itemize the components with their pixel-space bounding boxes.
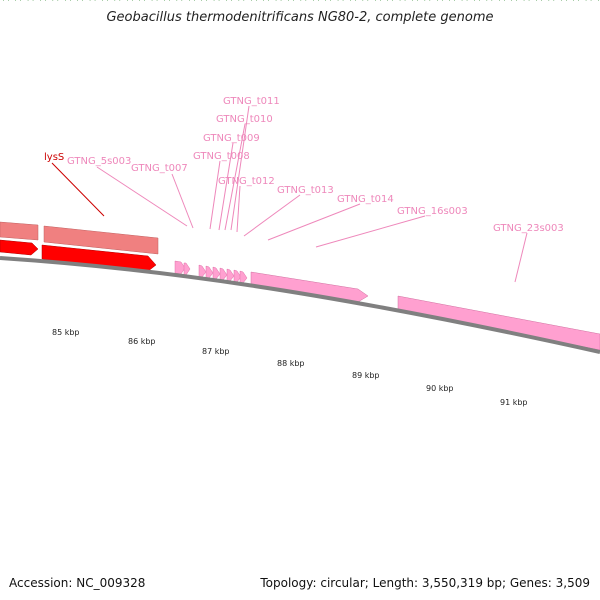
map-title: Geobacillus thermodenitrificans NG80-2, … (106, 10, 494, 25)
feature-label-gtng-t013[interactable]: GTNG_t013 (277, 185, 334, 196)
tick-label: 85 kbp (52, 328, 80, 337)
accession-text: Accession: NC_009328 (9, 576, 146, 590)
feature-label-gtng-t009[interactable]: GTNG_t009 (203, 133, 260, 144)
feature-salmon-lyss[interactable] (43, 225, 159, 255)
feature-trna-group[interactable] (174, 260, 248, 284)
feature-pink-23s[interactable] (397, 295, 600, 351)
feature-label-lyss[interactable]: lysS (44, 152, 64, 163)
feature-label-gtng-5s003[interactable]: GTNG_5s003 (67, 156, 131, 167)
tick-label: 91 kbp (500, 398, 528, 407)
genome-summary-text: Topology: circular; Length: 3,550,319 bp… (260, 576, 590, 590)
feature-label-gtng-t008[interactable]: GTNG_t008 (193, 151, 250, 162)
feature-label-gtng-t010[interactable]: GTNG_t010 (216, 114, 273, 125)
tick-label: 87 kbp (202, 347, 230, 356)
leader-lines (51, 105, 528, 283)
genome-backbone (0, 256, 600, 354)
tick-label: 90 kbp (426, 384, 454, 393)
tick-label: 88 kbp (277, 359, 305, 368)
feature-label-gtng-t007[interactable]: GTNG_t007 (131, 163, 188, 174)
feature-label-gtng-t012[interactable]: GTNG_t012 (218, 176, 275, 187)
feature-label-gtng-16s003[interactable]: GTNG_16s003 (397, 206, 468, 217)
feature-salmon-left[interactable] (0, 221, 39, 241)
tick-label: 86 kbp (128, 337, 156, 346)
feature-red-left[interactable] (0, 239, 39, 256)
feature-label-gtng-t011[interactable]: GTNG_t011 (223, 96, 280, 107)
feature-label-gtng-23s003[interactable]: GTNG_23s003 (493, 223, 564, 234)
feature-pink-16s[interactable] (250, 271, 369, 303)
feature-label-group: lysS GTNG_5s003 GTNG_t007 GTNG_t011 GTNG… (44, 96, 564, 234)
feature-red-main[interactable] (41, 244, 157, 273)
tick-label: 89 kbp (352, 371, 380, 380)
feature-label-gtng-t014[interactable]: GTNG_t014 (337, 194, 394, 205)
tick-labels: 85 kbp 86 kbp 87 kbp 88 kbp 89 kbp 90 kbp 91 k… (52, 328, 528, 407)
